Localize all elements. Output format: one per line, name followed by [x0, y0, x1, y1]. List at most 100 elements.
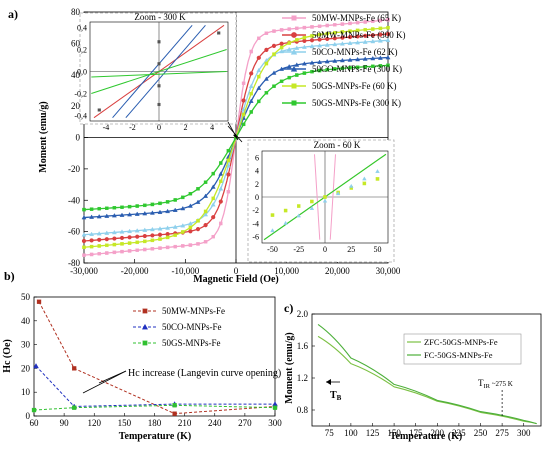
tb-subscript: B [337, 394, 342, 402]
panel-b-label: b) [4, 269, 15, 283]
panel-a-data-point [348, 66, 352, 70]
panel-b-annotation: Hc increase (Langevin curve opening) [128, 368, 281, 379]
panel-a-data-point [272, 29, 276, 33]
panel-a-data-point [150, 202, 155, 207]
panel-a-data-point [143, 203, 147, 208]
panel-b-data-point [272, 401, 278, 407]
inset-300k-ytick: -0,2 [74, 90, 87, 99]
legend-entry: 50GS-MNPs-Fe (300 K) [312, 98, 401, 108]
panel-a-data-point [355, 20, 360, 25]
panel-c-ytick-label: 1.2 [297, 373, 308, 383]
panel-a-data-point [143, 239, 147, 244]
panel-a-data-point [120, 205, 124, 209]
inset-300k-point [157, 84, 161, 88]
panel-a-data-point [325, 31, 329, 36]
panel-a-data-point [371, 19, 375, 24]
inset-300k-xtick: 2 [184, 123, 188, 132]
panel-a-data-point [385, 31, 391, 37]
panel-b-frame [33, 296, 276, 417]
panel-a-data-point [127, 204, 132, 209]
panel-a-data-point [264, 47, 269, 52]
panel-a-data-point [317, 59, 323, 64]
inset-300k-title: Zoom - 300 K [134, 12, 186, 22]
inset-60k-point [349, 183, 354, 188]
panel-b-ytick-label: 20 [21, 363, 31, 373]
panel-a-xtick-label: 20,000 [325, 266, 350, 276]
panel-a-data-point [96, 214, 102, 219]
panel-a-data-point [127, 228, 133, 234]
panel-a-data-point [142, 227, 148, 232]
inset-300k-box [79, 12, 237, 125]
panel-b-ytick-label: 0 [26, 411, 31, 421]
panel-a-data-point [287, 27, 291, 31]
panel-a-data-point [181, 230, 185, 234]
panel-a-data-point [81, 232, 87, 237]
inset-300k-xtick: 4 [210, 123, 214, 132]
panel-b-ytick-label: 10 [21, 387, 31, 397]
panel-a-data-point [104, 237, 109, 242]
panel-a-data-point [165, 208, 171, 214]
panel-b-legend-marker [142, 308, 148, 314]
panel-a-data-point [203, 209, 208, 214]
legend-marker [291, 15, 297, 21]
legend-marker [291, 83, 297, 89]
inset-60k-ytick: 6 [255, 154, 259, 163]
panel-a-data-point [339, 41, 345, 46]
panel-c-xtick-label: 125 [366, 428, 380, 438]
panel-a-data-point [271, 70, 277, 75]
panel-a-data-point [97, 244, 101, 248]
panel-a-data-point [241, 81, 246, 85]
panel-b-xtick-label: 270 [238, 418, 252, 428]
panel-a-data-point [180, 205, 186, 211]
inset-60k-line [314, 154, 321, 240]
panel-a-data-point [241, 112, 246, 117]
panel-a-data-point [219, 179, 223, 184]
panel-c-ytick-label: 0.8 [297, 405, 309, 415]
panel-a-data-point [386, 18, 390, 22]
inset-60k-ytick: -2 [252, 206, 259, 215]
panel-b-xlabel: Temperature (K) [119, 431, 192, 442]
panel-a-data-point [134, 211, 140, 216]
panel-a-data-point [172, 224, 178, 229]
panel-a-data-point [82, 207, 86, 212]
inset-300k-point [157, 40, 161, 44]
inset-60k-point [296, 213, 301, 218]
inset-60k-line [329, 154, 336, 240]
panel-a-data-point [210, 184, 216, 189]
legend-marker [291, 32, 297, 38]
panel-a-data-point [317, 43, 323, 48]
panel-a-data-point [378, 64, 383, 68]
panel-a-data-point [149, 226, 155, 232]
panel-a-data-point [302, 38, 307, 43]
panel-a-data-point [218, 171, 224, 176]
panel-a-data-point [218, 186, 224, 191]
panel-b-xtick-label: 180 [148, 418, 162, 428]
panel-a-data-point [142, 233, 147, 239]
tb-symbol: T [330, 390, 337, 401]
inset-60k-point [362, 181, 367, 186]
panel-a-data-point [294, 45, 300, 50]
panel-a-data-point [324, 59, 330, 64]
panel-a-data-point [310, 25, 314, 29]
panel-a-data-point [355, 40, 361, 45]
tb-annotation: TB [330, 390, 342, 402]
panel-a-data-point [135, 204, 139, 208]
panel-a-data-point [195, 227, 201, 232]
panel-b-xtick-label: 210 [178, 418, 192, 428]
panel-a-data-point [218, 199, 223, 204]
panel-a-data-point [248, 98, 254, 103]
panel-a-xtick-label: -10,000 [171, 266, 199, 276]
panel-c-xtick-label: 250 [474, 428, 488, 438]
panel-a-data-point [187, 203, 193, 208]
inset-60k-ytick: 4 [255, 167, 259, 176]
panel-a-data-point [241, 98, 246, 103]
panel-a-data-point [256, 55, 261, 60]
panel-c-series-line [317, 323, 537, 425]
panel-a-data-point [317, 68, 322, 73]
panel-a-xtick-label: -30,000 [70, 266, 98, 276]
panel-a-data-point [378, 18, 383, 23]
panel-a-data-point [272, 52, 276, 56]
panel-a-data-point [324, 42, 330, 47]
panel-a-data-point [82, 245, 86, 250]
